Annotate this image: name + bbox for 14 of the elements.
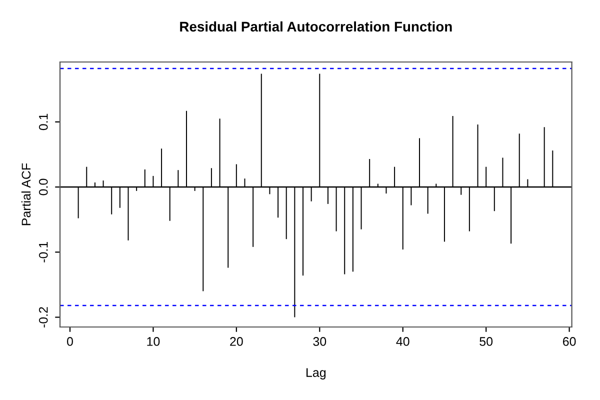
chart-title: Residual Partial Autocorrelation Function — [180, 21, 452, 32]
x-tick-label: 20 — [230, 337, 243, 346]
x-tick-label: 50 — [480, 337, 493, 346]
y-axis-title: Partial ACF — [21, 163, 31, 226]
y-tick-label: 0.1 — [38, 114, 48, 130]
x-tick-label: 60 — [562, 337, 576, 346]
x-tick-label: 10 — [147, 337, 160, 346]
x-tick-label: 0 — [67, 337, 73, 346]
y-tick-label: -0.2 — [38, 307, 48, 328]
y-tick-label: -0.1 — [38, 242, 48, 262]
y-tick-label: 0.0 — [38, 178, 48, 196]
x-tick-label: 40 — [396, 337, 410, 346]
x-tick-label: 30 — [313, 337, 326, 346]
x-axis-title: Lag — [306, 368, 326, 380]
